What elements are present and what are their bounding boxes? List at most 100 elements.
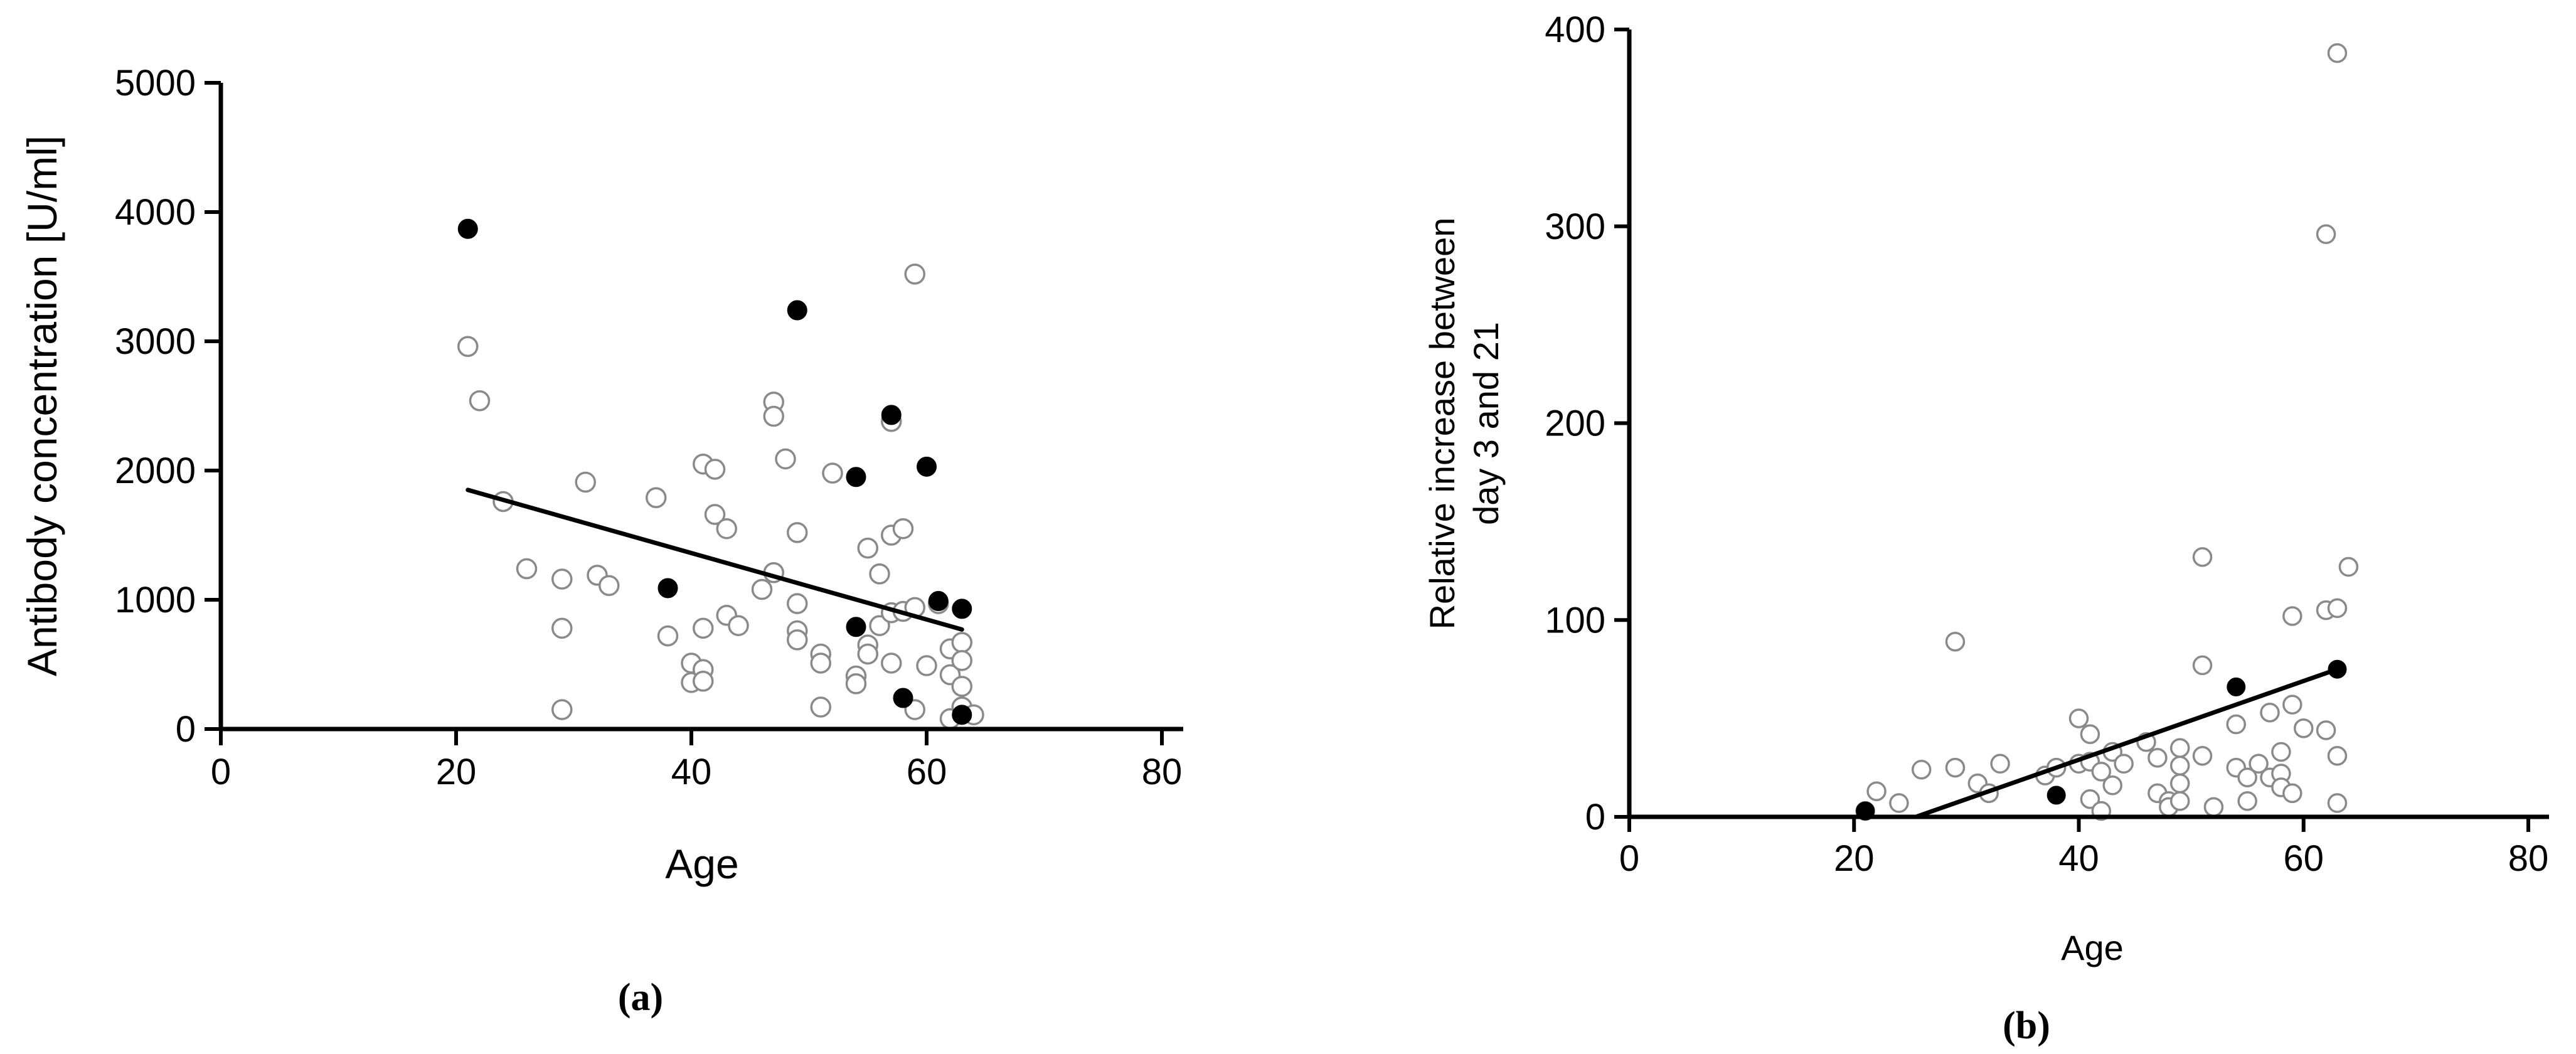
open-data-point (881, 652, 902, 674)
open-data-point (575, 471, 596, 493)
panel-a: 0 20 40 60 80 0 1000 2000 3000 4000 5000 Age Antib… (19, 63, 1183, 1019)
panel-a-y-axis-title: Antibody concentration [U/ml] (19, 136, 65, 676)
panel-b-y-axis-title-line-1: Relative increase between (1422, 218, 1462, 630)
filled-data-point (2227, 677, 2246, 696)
open-data-point (2169, 738, 2190, 758)
open-data-point (646, 487, 667, 509)
open-data-point (516, 558, 538, 580)
open-data-point (2282, 695, 2302, 715)
panel-b-y-tick-label: 100 (1545, 600, 1605, 641)
open-data-point (704, 459, 726, 480)
open-data-point (2169, 773, 2190, 794)
open-data-point (1945, 757, 1966, 778)
filled-data-point (952, 705, 972, 725)
panel-b-x-tick-label: 80 (2508, 838, 2549, 879)
open-data-point (2294, 718, 2314, 738)
open-data-point (845, 673, 867, 695)
open-data-point (551, 568, 573, 590)
panel-b-y-tick-label: 400 (1545, 9, 1605, 50)
open-data-point (469, 390, 491, 412)
open-data-point (951, 632, 972, 653)
open-data-point (704, 504, 726, 525)
filled-data-point (928, 591, 949, 612)
open-data-point (1945, 632, 1966, 652)
open-data-point (2237, 791, 2257, 811)
open-data-point (2169, 755, 2190, 776)
panel-b-y-axis-title-line-2: day 3 and 21 (1466, 322, 1506, 525)
open-data-point (857, 643, 878, 665)
panel-a-x-axis-title: Age (665, 841, 738, 887)
panel-b-x-axis-title: Age (2061, 928, 2124, 967)
panel-a-y-tick-label: 1000 (115, 580, 196, 620)
open-data-point (551, 617, 573, 639)
panel-b-label: (b) (2003, 1004, 2050, 1047)
panel-a-regression-line (466, 487, 964, 632)
filled-data-point (917, 456, 937, 477)
panel-b-x-tick-label: 0 (1619, 838, 1639, 879)
open-data-point (2226, 714, 2247, 735)
open-data-point (1866, 781, 1887, 801)
open-data-point (2192, 547, 2213, 567)
open-data-point (916, 655, 937, 676)
filled-data-point (846, 617, 866, 637)
panel-b: 0 20 40 60 80 0 100 200 300 400 Age Relative incr… (1422, 9, 2549, 1047)
filled-data-point (787, 300, 807, 321)
panel-b-x-tick-label: 40 (2058, 838, 2099, 879)
panel-a-y-tick-label: 2000 (115, 450, 196, 491)
panel-a-x-tick-label: 60 (907, 752, 947, 792)
open-data-point (657, 625, 679, 647)
open-data-point (2316, 720, 2336, 740)
open-data-point (822, 462, 843, 484)
open-data-point (599, 575, 620, 597)
open-data-point (2068, 708, 2089, 728)
open-data-point (763, 405, 784, 427)
open-data-point (2192, 745, 2213, 766)
filled-data-point (893, 688, 913, 708)
panel-b-x-tick-label: 20 (1834, 838, 1875, 879)
open-data-point (2080, 724, 2100, 744)
open-data-point (1889, 793, 1909, 813)
open-data-point (551, 699, 573, 720)
open-data-point (775, 448, 796, 470)
open-data-point (457, 336, 479, 357)
panel-b-y-tick-label: 300 (1545, 206, 1605, 247)
open-data-point (857, 537, 878, 559)
panel-a-ticks: 0 20 40 60 80 0 1000 2000 3000 4000 5000 (115, 63, 1182, 792)
open-data-point (2102, 775, 2122, 796)
open-data-point (2327, 793, 2348, 813)
open-data-point (892, 518, 914, 540)
open-data-point (904, 264, 925, 285)
open-data-point (2327, 43, 2348, 63)
open-data-point (787, 522, 808, 543)
open-data-point (1990, 753, 2010, 774)
open-data-point (2260, 702, 2280, 723)
open-data-point (693, 671, 714, 692)
open-data-point (751, 578, 773, 600)
open-data-point (2327, 745, 2348, 766)
panel-b-y-tick-label: 200 (1545, 403, 1605, 444)
open-data-point (693, 617, 714, 639)
open-data-point (2114, 753, 2134, 774)
open-data-point (787, 629, 808, 651)
open-data-point (2080, 789, 2100, 809)
panel-a-y-tick-label: 4000 (115, 192, 196, 233)
panel-a-plot-area (457, 218, 984, 730)
filled-data-point (881, 405, 902, 425)
open-data-point (951, 676, 972, 697)
filled-data-point (2046, 785, 2066, 805)
open-data-point (2282, 783, 2302, 804)
panel-b-x-tick-label: 60 (2283, 838, 2324, 879)
filled-data-point (657, 578, 678, 599)
open-data-point (2203, 797, 2224, 817)
open-data-point (869, 615, 890, 636)
panel-a-y-tick-label: 0 (176, 709, 196, 750)
open-data-point (2271, 742, 2291, 762)
open-data-point (2249, 753, 2269, 774)
filled-data-point (846, 467, 866, 487)
panel-a-x-tick-label: 0 (211, 752, 231, 792)
panel-a-y-tick-label: 5000 (115, 63, 196, 104)
open-data-point (810, 696, 831, 718)
open-data-point (810, 652, 831, 674)
panel-a-label: (a) (618, 976, 663, 1019)
panel-b-plot-area (1855, 43, 2359, 821)
